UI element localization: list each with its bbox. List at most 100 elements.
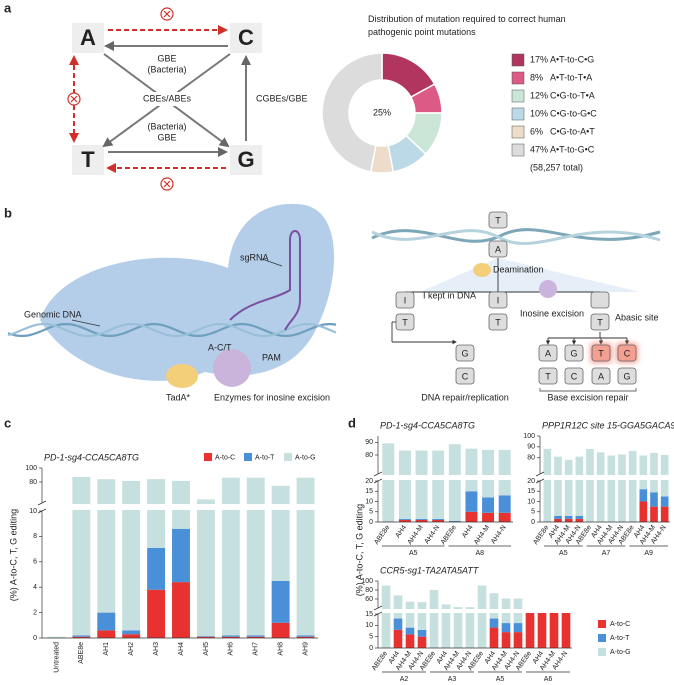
legend-swatch — [511, 143, 525, 157]
label: Base excision repair — [547, 392, 628, 402]
bar-segment — [628, 450, 637, 522]
group-label: A5 — [559, 550, 568, 557]
y-tick-label: 10 — [365, 498, 373, 505]
y-tick-label: 20 — [365, 478, 373, 485]
label: Abasic site — [615, 312, 659, 322]
sgrna — [229, 230, 301, 331]
legend-value: 47% — [530, 144, 548, 154]
panel-title: PPP1R12C site 15-GGA5GACA9AA — [542, 420, 674, 430]
group-label: A9 — [644, 550, 653, 557]
complex-blob — [40, 203, 335, 381]
label: DNA repair/replication — [421, 392, 509, 402]
bar-segment — [477, 585, 487, 648]
title-line: pathogenic point mutations — [368, 27, 476, 37]
legend-swatch — [598, 620, 606, 628]
base-box — [564, 367, 584, 385]
arrow-label: CGBEs/GBE — [256, 93, 308, 103]
bar-segment — [271, 580, 290, 623]
base-box — [488, 291, 508, 309]
y-tick-label: 90 — [365, 439, 373, 446]
x-tick-label: AH3 — [153, 642, 160, 656]
base-letter: C — [462, 371, 469, 381]
helix-a — [371, 228, 661, 243]
bar-segment — [221, 635, 240, 637]
bar-segment — [482, 497, 495, 513]
bar-segment — [47, 636, 66, 638]
bar-segment — [429, 590, 439, 648]
bar-segment — [97, 479, 116, 613]
label: Enzymes for inosine excision — [214, 392, 330, 402]
bar-segment — [122, 634, 141, 638]
bar-segment — [607, 455, 616, 522]
legend-label: C•G-to-T•A — [550, 90, 595, 100]
bar-segment — [575, 456, 584, 516]
bar-segment — [271, 622, 290, 638]
x-tick-label: AH4 — [178, 642, 185, 656]
bar-segment — [221, 477, 240, 636]
bar-segment — [271, 485, 290, 581]
letter-box — [230, 145, 262, 175]
x-tick-label: AH2 — [128, 642, 135, 656]
panel-label: b — [4, 205, 12, 220]
x-tick-label: AH1 — [103, 642, 110, 656]
base-letter: I — [404, 295, 407, 305]
panel-label: d — [348, 415, 356, 430]
panel-label: a — [4, 0, 12, 15]
panel-label: c — [4, 415, 11, 430]
base-letter: G — [570, 348, 577, 358]
title-line: Distribution of mutation required to cor… — [368, 14, 566, 24]
legend-swatch — [598, 648, 606, 656]
letter-box — [230, 23, 262, 53]
bar-segment — [417, 636, 427, 648]
label: Deamination — [493, 264, 544, 274]
label: sgRNA — [240, 252, 269, 262]
legend-swatch — [511, 71, 525, 85]
dna-strand — [7, 323, 337, 337]
y-tick-label: 80 — [365, 587, 373, 594]
bar-segment — [448, 520, 461, 522]
legend-value: 6% — [530, 126, 543, 136]
legend-label: A•T-to-G•C — [550, 144, 595, 154]
legend-swatch — [284, 453, 292, 461]
axis-break — [376, 609, 572, 613]
bar-segment — [246, 635, 265, 637]
bar-segment — [196, 636, 215, 638]
y-tick-label: 0 — [33, 635, 37, 642]
tada — [166, 364, 198, 388]
base-box — [564, 344, 584, 362]
legend-swatch — [204, 453, 212, 461]
y-tick-label: 100 — [523, 433, 535, 440]
bar-segment — [564, 515, 573, 519]
bar-segment — [246, 636, 265, 638]
base-letter: G — [237, 147, 254, 172]
legend-value: 12% — [530, 90, 548, 100]
base-letter: C — [624, 348, 631, 358]
label: I kept in DNA — [423, 290, 476, 300]
bar-segment — [575, 515, 584, 519]
bar-segment — [501, 623, 511, 633]
x-tick-label: Untreated — [53, 642, 60, 673]
y-axis-label: (%) A-to-C, T, G editing — [8, 509, 18, 601]
base-letter: A — [495, 244, 501, 254]
x-tick-label: ABE8e — [440, 524, 458, 546]
base-letter: C — [571, 371, 578, 381]
group-label: A3 — [448, 676, 457, 683]
y-tick-label: 80 — [29, 479, 37, 486]
base-box — [455, 344, 475, 362]
base-letter: T — [495, 215, 501, 225]
axis-break — [40, 504, 318, 510]
bar-segment — [498, 495, 511, 513]
base-letter: T — [495, 317, 501, 327]
y-tick-label: 15 — [527, 488, 535, 495]
base-letter: I — [497, 295, 500, 305]
base-letter: A — [545, 348, 551, 358]
legend-label: A-to-G — [295, 454, 316, 461]
bar-segment — [393, 595, 403, 619]
bar-segment — [415, 518, 428, 520]
bar-segment — [417, 602, 427, 630]
legend-value: 10% — [530, 108, 548, 118]
group-label: A5 — [496, 676, 505, 683]
label-bg — [140, 92, 194, 106]
bar-segment — [498, 512, 511, 522]
